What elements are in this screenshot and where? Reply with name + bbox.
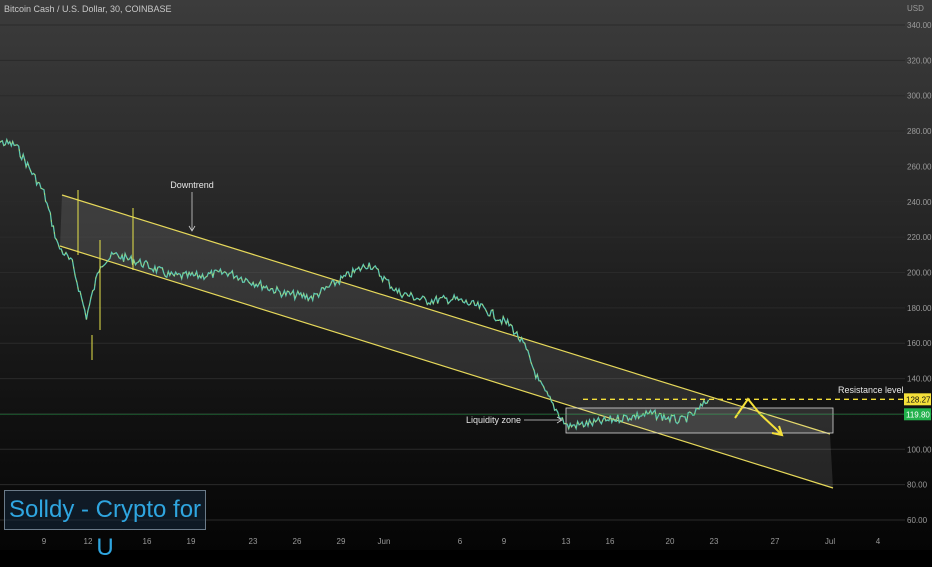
x-tick-label: 26 — [293, 537, 302, 546]
last-price-text: 119.80 — [906, 410, 930, 419]
y-tick-label: 320.00 — [907, 56, 932, 65]
y-tick-label: 160.00 — [907, 339, 932, 348]
y-tick-label: 300.00 — [907, 92, 932, 101]
downtrend-pointer-head — [188, 225, 196, 232]
x-tick-label: 9 — [42, 537, 47, 546]
resistance-price-tag — [904, 393, 931, 406]
y-tick-label: 80.00 — [907, 481, 928, 490]
price-line — [0, 137, 710, 431]
y-tick-label: 140.00 — [907, 375, 932, 384]
resistance-label: Resistance level — [838, 385, 904, 395]
y-tick-label: 60.00 — [907, 516, 928, 525]
x-tick-label: 13 — [562, 537, 571, 546]
x-tick-label: 23 — [710, 537, 719, 546]
channel-upper-line — [61, 194, 831, 435]
symbol-title: Bitcoin Cash / U.S. Dollar, 30, COINBASE — [4, 4, 172, 14]
channel-fill — [60, 195, 833, 488]
x-tick-label: 4 — [876, 537, 881, 546]
x-tick-label: 29 — [337, 537, 346, 546]
x-tick-label: 16 — [143, 537, 152, 546]
liquidity-zone-box — [565, 407, 834, 434]
x-tick-label: 6 — [458, 537, 463, 546]
y-tick-label: 220.00 — [907, 233, 932, 242]
liquidity-zone-label: Liquidity zone — [466, 415, 521, 425]
x-tick-label: 19 — [187, 537, 196, 546]
y-tick-label: 260.00 — [907, 162, 932, 171]
x-tick-label: 12 — [84, 537, 93, 546]
x-tick-label: 9 — [502, 537, 507, 546]
last-price-tag — [904, 408, 931, 421]
x-tick-label: 16 — [606, 537, 615, 546]
y-tick-label: 280.00 — [907, 127, 932, 136]
x-tick-label: 27 — [771, 537, 780, 546]
y-tick-label: 100.00 — [907, 445, 932, 454]
x-tick-label: 23 — [249, 537, 258, 546]
y-tick-label: 240.00 — [907, 198, 932, 207]
liquidity-pointer-head — [556, 416, 563, 424]
y-tick-label: 180.00 — [907, 304, 932, 313]
resistance-price-text: 128.27 — [906, 395, 931, 404]
y-tick-label: 340.00 — [907, 21, 932, 30]
projection-arrowhead — [771, 425, 784, 437]
x-tick-label: Jun — [378, 537, 391, 546]
watermark-logo: Solldy - Crypto for U — [4, 490, 206, 561]
price-chart[interactable]: 60.0080.00100.00120.00140.00160.00180.00… — [0, 0, 932, 550]
x-tick-label: 20 — [666, 537, 675, 546]
downtrend-label: Downtrend — [170, 180, 214, 190]
channel-lower-line — [59, 245, 834, 489]
y-tick-label: 200.00 — [907, 269, 932, 278]
y-axis-label: USD — [907, 4, 924, 13]
x-tick-label: Jul — [825, 537, 835, 546]
